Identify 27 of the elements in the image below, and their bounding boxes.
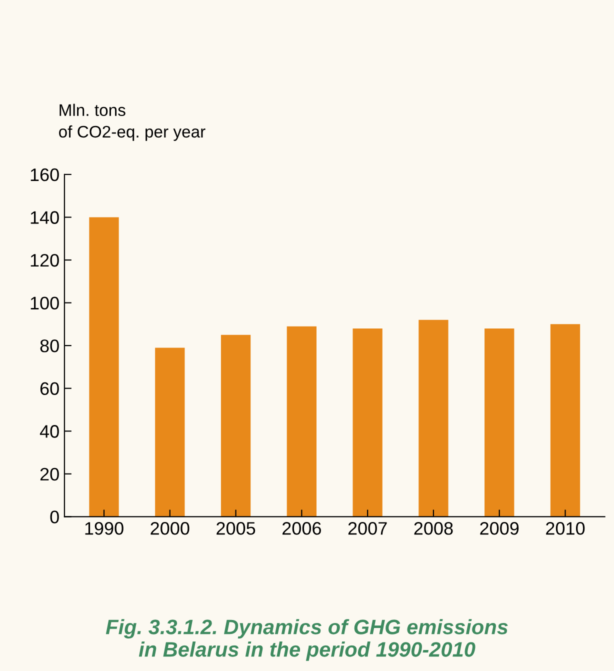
y-tick-label: 40 bbox=[40, 425, 59, 438]
x-tick-label: 2006 bbox=[282, 522, 321, 535]
x-tick-label: 2000 bbox=[150, 522, 190, 535]
bar bbox=[550, 324, 580, 517]
y-tick-label: 140 bbox=[30, 211, 59, 224]
bar bbox=[286, 326, 317, 517]
y-tick-label: 120 bbox=[30, 254, 59, 267]
y-tick-label: 60 bbox=[40, 382, 59, 396]
x-tick-label: 2009 bbox=[480, 522, 519, 535]
bar bbox=[89, 217, 119, 517]
bar bbox=[352, 328, 382, 517]
x-tick-label: 2008 bbox=[414, 522, 453, 535]
y-tick-label: 80 bbox=[40, 340, 59, 352]
bar bbox=[484, 328, 514, 517]
bar bbox=[155, 348, 185, 517]
y-tick-label: 160 bbox=[30, 168, 59, 182]
y-tick-label: 0 bbox=[50, 510, 59, 524]
y-axis-title: Mln. tons of CO2-eq. per year bbox=[59, 104, 206, 141]
text: Fig. 3.3.1.2. Dynamics of GHG emissions in Belarus in the period 1990-2010 bbox=[106, 619, 508, 661]
bar bbox=[220, 334, 251, 517]
x-tick-label: 2007 bbox=[348, 522, 387, 535]
y-tick-label: 100 bbox=[30, 296, 59, 310]
y-tick-label: 20 bbox=[40, 468, 59, 481]
bar bbox=[418, 320, 448, 517]
x-tick-label: 2005 bbox=[216, 522, 256, 535]
x-tick-label: 1990 bbox=[85, 522, 124, 535]
x-tick-label: 2010 bbox=[546, 522, 585, 535]
